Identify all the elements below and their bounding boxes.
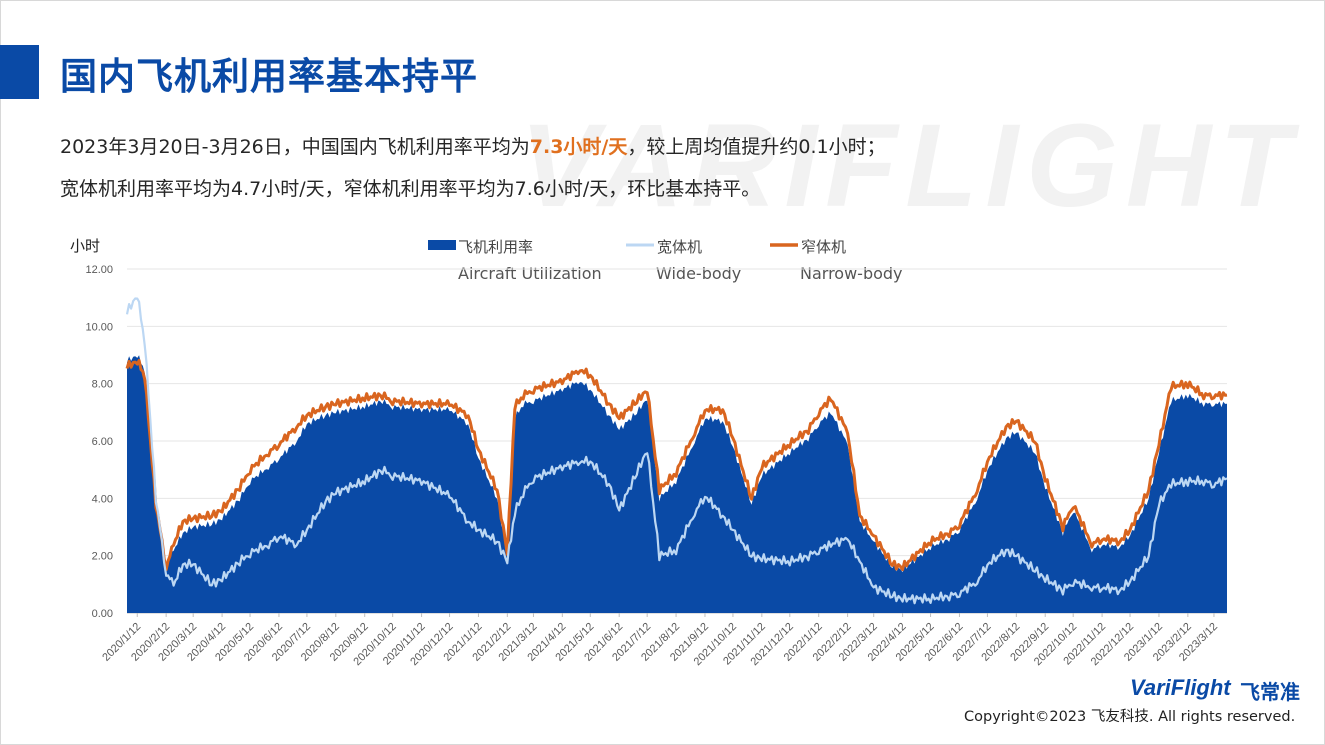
brand-logo: VariFlight — [1130, 675, 1231, 700]
summary-line-1: 2023年3月20日-3月26日，中国国内飞机利用率平均为7.3小时/天，较上周… — [60, 132, 886, 159]
title-accent-bar — [0, 45, 39, 99]
series-line-wide-body — [125, 297, 1228, 605]
y-tick-label: 12.00 — [85, 264, 113, 276]
legend-label-wide-body: 宽体机 — [657, 238, 703, 256]
summary-text-a: 2023年3月20日-3月26日，中国国内飞机利用率平均为 — [60, 136, 530, 158]
y-tick-label: 0.00 — [92, 608, 113, 620]
legend-swatch-wide-body — [626, 243, 654, 247]
series-area-aircraft-utilization — [127, 355, 1227, 613]
summary-text-b: ，较上周均值提升约0.1小时； — [627, 136, 886, 158]
legend-label-aircraft: 飞机利用率 — [458, 238, 534, 256]
summary-highlight: 7.3小时/天 — [529, 136, 628, 158]
y-axis-title: 小时 — [70, 237, 101, 255]
legend-swatch-aircraft — [428, 240, 456, 250]
y-tick-label: 8.00 — [92, 379, 113, 391]
legend-swatch-narrow-body — [770, 243, 798, 247]
copyright-text: Copyright©2023 飞友科技. All rights reserved… — [964, 709, 1296, 725]
y-tick-label: 6.00 — [92, 436, 113, 448]
brand-watermark: VARIFLIGHT — [520, 100, 1300, 232]
y-tick-label: 2.00 — [92, 551, 113, 563]
summary-line-2: 宽体机利用率平均为4.7小时/天，窄体机利用率平均为7.6小时/天，环比基本持平… — [60, 178, 761, 200]
y-tick-label: 4.00 — [92, 493, 113, 505]
y-tick-label: 10.00 — [85, 321, 113, 333]
series-line-narrow-body — [125, 359, 1228, 572]
legend-label-narrow-body: 窄体机 — [801, 238, 847, 256]
brand-logo-cn: 飞常准 — [1240, 680, 1300, 704]
page-title: 国内飞机利用率基本持平 — [60, 55, 478, 98]
